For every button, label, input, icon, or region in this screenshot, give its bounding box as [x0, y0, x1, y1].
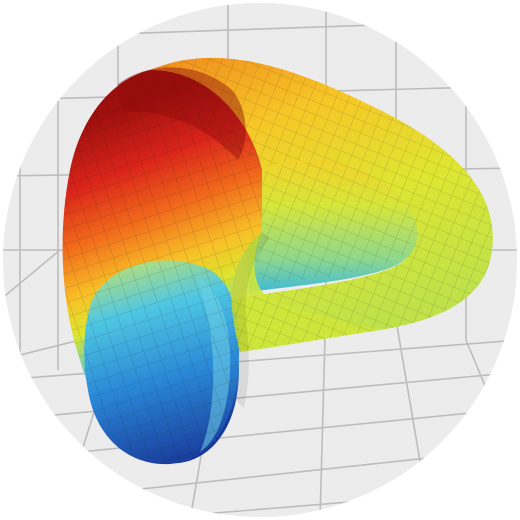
body-shadow — [231, 232, 270, 408]
surface-crest — [117, 67, 246, 160]
body-mesh — [62, 70, 262, 464]
inner-mesh — [251, 162, 414, 284]
loop-mesh — [150, 57, 493, 352]
